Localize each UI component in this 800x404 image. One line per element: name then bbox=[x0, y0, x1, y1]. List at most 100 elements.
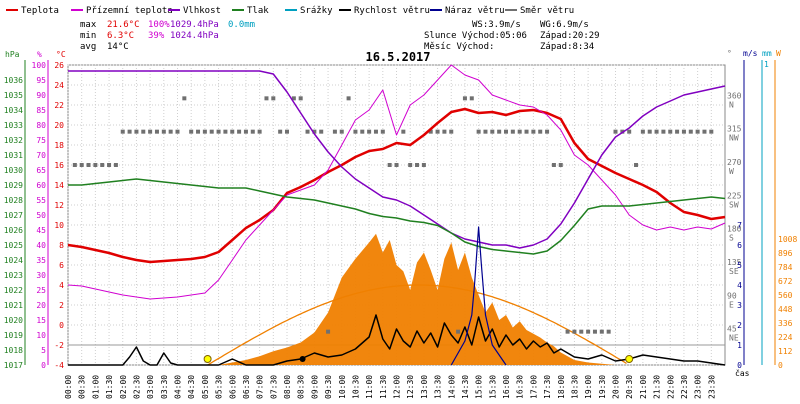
wind-dir-point bbox=[442, 129, 447, 134]
pct-tick-label: 5 bbox=[41, 346, 46, 355]
time-tick-label: 03:30 bbox=[160, 375, 169, 399]
series-line bbox=[67, 64, 726, 300]
wind-dir-point bbox=[353, 129, 358, 134]
ms-tick-label: 4 bbox=[737, 281, 742, 290]
wind-dir-point bbox=[428, 129, 433, 134]
deg-unit: ° bbox=[727, 49, 732, 58]
wind-dir-point bbox=[196, 129, 201, 134]
w-tick-label: 112 bbox=[778, 347, 793, 356]
wind-dir-point bbox=[709, 129, 714, 134]
hpa-tick-label: 1017 bbox=[4, 361, 23, 370]
legend-label: Náraz větru bbox=[445, 6, 505, 16]
ms-tick-label: 6 bbox=[737, 241, 742, 250]
solar-area bbox=[218, 233, 616, 365]
time-tick-label: 09:00 bbox=[310, 375, 319, 399]
time-tick-label: 16:30 bbox=[516, 375, 525, 399]
temp-tick-label: 24 bbox=[54, 81, 64, 90]
wind-dir-point bbox=[394, 163, 399, 167]
dir-tick-card: SW bbox=[729, 200, 739, 209]
chart-title: 16.5.2017 bbox=[365, 50, 430, 64]
temp-tick-label: 20 bbox=[54, 121, 64, 130]
wind-dir-point bbox=[586, 329, 591, 334]
temp-tick-label: 16 bbox=[54, 161, 64, 170]
temp-tick-label: 26 bbox=[54, 61, 64, 70]
dir-tick-deg: 225 bbox=[727, 191, 742, 200]
w-tick-label: 0 bbox=[778, 361, 783, 370]
stats-block: max 21.6°C 100% 1029.4hPa 0.0mm min 6.3°… bbox=[80, 20, 600, 52]
wind-direction-layer bbox=[72, 96, 714, 334]
hpa-unit: hPa bbox=[5, 50, 20, 59]
clear-sky-curve bbox=[207, 284, 627, 366]
ms-unit: m/s bbox=[743, 49, 758, 58]
moon-marker bbox=[299, 356, 306, 362]
wind-dir-point bbox=[291, 96, 296, 101]
wind-dir-point bbox=[613, 129, 618, 134]
w-tick-label: 784 bbox=[778, 263, 793, 272]
pct-tick-label: 45 bbox=[36, 226, 46, 235]
w-tick-label: 896 bbox=[778, 249, 793, 258]
pct-tick-label: 55 bbox=[36, 196, 46, 205]
wind-dir-point bbox=[326, 329, 331, 334]
wind-dir-point bbox=[373, 129, 378, 134]
pct-tick-label: 10 bbox=[36, 331, 46, 340]
hpa-tick-label: 1036 bbox=[4, 76, 23, 85]
time-tick-label: 00:30 bbox=[78, 375, 87, 399]
hpa-tick-label: 1020 bbox=[4, 316, 23, 325]
wind-dir-point bbox=[154, 129, 159, 134]
stats-max-temp: 21.6°C bbox=[107, 20, 140, 30]
pct-tick-label: 25 bbox=[36, 286, 46, 295]
hpa-tick-label: 1032 bbox=[4, 136, 23, 145]
time-tick-label: 22:30 bbox=[680, 375, 689, 399]
hpa-tick-label: 1024 bbox=[4, 256, 23, 265]
wind-dir-point bbox=[572, 329, 577, 334]
hpa-tick-label: 1021 bbox=[4, 301, 23, 310]
time-tick-label: 15:30 bbox=[488, 375, 497, 399]
wind-dir-point bbox=[497, 129, 502, 134]
hpa-tick-label: 1022 bbox=[4, 286, 23, 295]
stats-sun-set: Západ:20:29 bbox=[540, 31, 600, 41]
stats-min-hum: 39% bbox=[148, 31, 165, 41]
wind-dir-point bbox=[469, 96, 474, 101]
wind-dir-point bbox=[332, 129, 337, 134]
hpa-tick-label: 1018 bbox=[4, 346, 23, 355]
time-tick-label: 14:00 bbox=[447, 375, 456, 399]
dir-tick-card: NW bbox=[729, 134, 739, 143]
wind-dir-point bbox=[237, 129, 242, 134]
time-tick-label: 09:30 bbox=[324, 375, 333, 399]
ms-tick-label: 3 bbox=[737, 301, 742, 310]
pct-tick-label: 50 bbox=[36, 211, 46, 220]
temp-tick-label: -2 bbox=[54, 341, 64, 350]
temp-tick-label: 14 bbox=[54, 181, 64, 190]
ms-tick-label: 2 bbox=[737, 321, 742, 330]
wind-dir-point bbox=[216, 129, 221, 134]
sun-marker bbox=[203, 355, 212, 363]
pct-tick-label: 20 bbox=[36, 301, 46, 310]
wind-dir-point bbox=[565, 329, 570, 334]
dir-tick-deg: 270 bbox=[727, 158, 742, 167]
wind-dir-point bbox=[346, 96, 351, 101]
time-tick-label: 03:00 bbox=[146, 375, 155, 399]
wind-dir-point bbox=[675, 129, 680, 134]
dir-tick-card: N bbox=[729, 100, 734, 109]
legend-label: Vlhkost bbox=[183, 6, 221, 16]
dir-tick-card: E bbox=[729, 300, 734, 309]
time-tick-label: 18:30 bbox=[570, 375, 579, 399]
time-tick-label: 00:00 bbox=[64, 375, 73, 399]
wind-dir-point bbox=[558, 163, 563, 167]
wind-dir-point bbox=[120, 129, 125, 134]
pct-tick-label: 0 bbox=[41, 361, 46, 370]
time-tick-label: 13:00 bbox=[420, 375, 429, 399]
axes-layer: 00:00 00:30 01:00 01:30 02:00 02:30 03:00 03:30… bbox=[4, 49, 798, 399]
stats-max-press: 1029.4hPa bbox=[170, 20, 219, 30]
time-tick-label: 04:00 bbox=[174, 375, 183, 399]
wind-dir-point bbox=[661, 129, 666, 134]
wind-dir-point bbox=[449, 129, 454, 134]
wind-dir-point bbox=[148, 129, 153, 134]
w-tick-label: 224 bbox=[778, 333, 793, 342]
wind-dir-point bbox=[524, 129, 529, 134]
wind-dir-point bbox=[702, 129, 707, 134]
temp-tick-label: 22 bbox=[54, 101, 64, 110]
hpa-tick-label: 1035 bbox=[4, 91, 23, 100]
wind-dir-point bbox=[86, 163, 91, 167]
wind-dir-point bbox=[113, 163, 118, 167]
